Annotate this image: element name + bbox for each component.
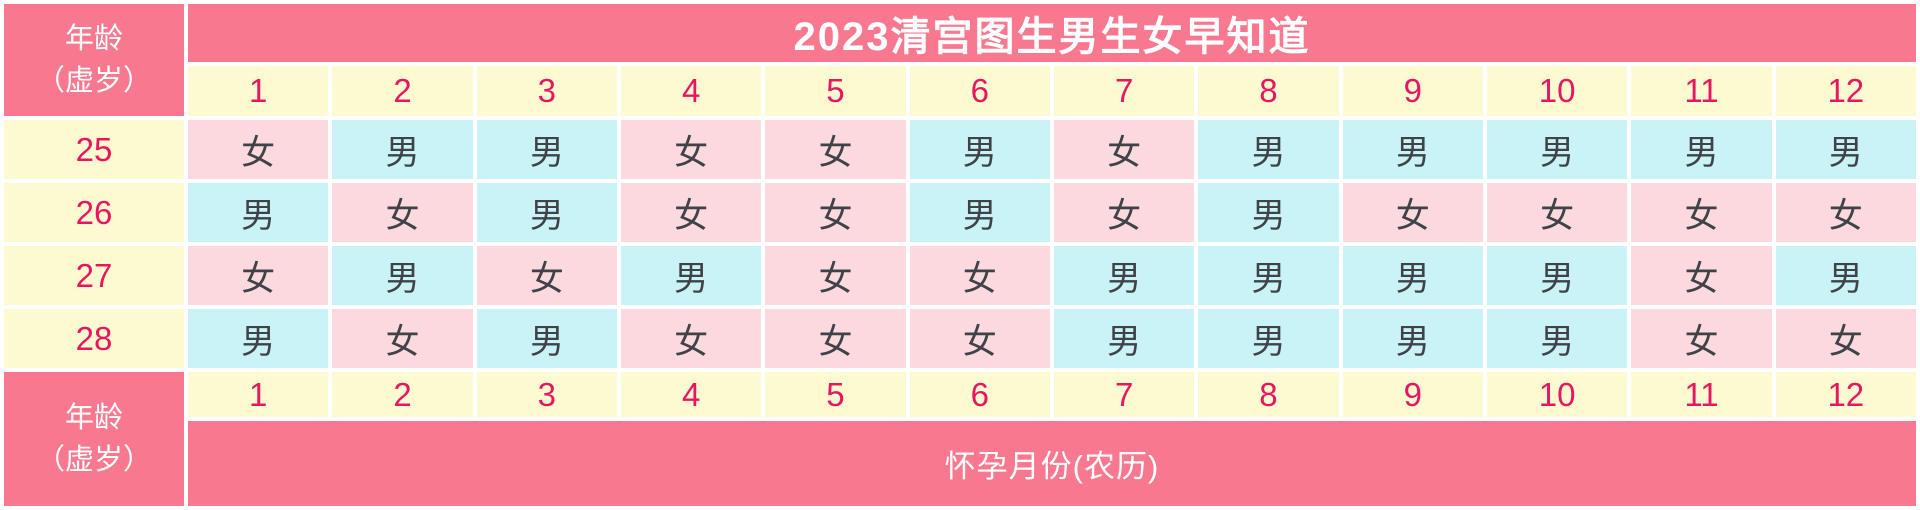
gender-cell-girl: 女 bbox=[1631, 246, 1772, 305]
gender-cell-boy: 男 bbox=[1053, 246, 1195, 305]
gender-cell-girl: 女 bbox=[332, 183, 473, 242]
gender-cell-girl: 女 bbox=[1775, 309, 1916, 368]
month-cell-top: 6 bbox=[909, 66, 1050, 116]
gender-cell-boy: 男 bbox=[1342, 309, 1483, 368]
month-cell-bottom: 7 bbox=[1053, 372, 1195, 417]
month-cell-top: 3 bbox=[476, 66, 617, 116]
gender-cell-boy: 男 bbox=[1198, 246, 1339, 305]
month-cell-top: 10 bbox=[1486, 66, 1628, 116]
gender-cell-girl: 女 bbox=[765, 246, 906, 305]
gender-cell-girl: 女 bbox=[1775, 183, 1916, 242]
gender-cell-girl: 女 bbox=[765, 183, 906, 242]
gender-cell-girl: 女 bbox=[620, 309, 762, 368]
age-corner-header-top: 年龄 （虚岁） bbox=[4, 4, 184, 116]
gender-cell-girl: 女 bbox=[1342, 183, 1483, 242]
gender-cell-boy: 男 bbox=[1053, 309, 1195, 368]
month-cell-top: 1 bbox=[188, 66, 329, 116]
gender-cell-boy: 男 bbox=[1486, 309, 1628, 368]
month-cell-top: 9 bbox=[1342, 66, 1483, 116]
month-cell-top: 7 bbox=[1053, 66, 1195, 116]
month-header-row-top: 1 2 3 4 5 6 7 8 9 10 11 12 bbox=[4, 66, 1916, 116]
gender-cell-boy: 男 bbox=[188, 183, 329, 242]
month-header-row-bottom: 年龄 （虚岁） 1 2 3 4 5 6 7 8 9 10 11 12 bbox=[4, 372, 1916, 506]
month-cell-top: 2 bbox=[332, 66, 473, 116]
gender-cell-girl: 女 bbox=[332, 309, 473, 368]
gender-cell-boy: 男 bbox=[1486, 120, 1628, 179]
gender-cell-boy: 男 bbox=[332, 246, 473, 305]
gender-cell-girl: 女 bbox=[909, 309, 1050, 368]
month-cell-bottom: 3 bbox=[476, 372, 617, 417]
month-cell-bottom: 5 bbox=[765, 372, 906, 417]
gender-cell-boy: 男 bbox=[188, 309, 329, 368]
gender-cell-boy: 男 bbox=[332, 120, 473, 179]
gender-cell-boy: 男 bbox=[909, 183, 1050, 242]
pregnancy-month-label: 怀孕月份(农历) bbox=[188, 421, 1916, 506]
age-corner-header-bottom: 年龄 （虚岁） bbox=[4, 372, 184, 506]
gender-cell-girl: 女 bbox=[476, 246, 617, 305]
gender-cell-girl: 女 bbox=[765, 309, 906, 368]
gender-cell-boy: 男 bbox=[1775, 120, 1916, 179]
gender-cell-boy: 男 bbox=[1486, 246, 1628, 305]
age-row-26: 26 男女男女女男女男女女女女 bbox=[4, 183, 1916, 242]
age-row-25: 25 女男男女女男女男男男男男 bbox=[4, 120, 1916, 179]
month-cell-bottom: 1 bbox=[188, 372, 329, 417]
gender-cell-boy: 男 bbox=[1342, 246, 1483, 305]
gender-cell-girl: 女 bbox=[620, 183, 762, 242]
age-cell: 26 bbox=[4, 183, 184, 242]
gender-cell-boy: 男 bbox=[1631, 120, 1772, 179]
age-row-28: 28 男女男女女女男男男男女女 bbox=[4, 309, 1916, 368]
age-corner-line2: （虚岁） bbox=[35, 444, 152, 476]
age-corner-line1: 年龄 bbox=[64, 401, 123, 434]
gender-cell-girl: 女 bbox=[765, 120, 906, 179]
age-cell: 25 bbox=[4, 120, 184, 179]
month-cell-bottom: 10 bbox=[1486, 372, 1628, 417]
gender-cell-boy: 男 bbox=[476, 183, 617, 242]
month-cell-bottom: 11 bbox=[1631, 372, 1772, 417]
age-cell: 27 bbox=[4, 246, 184, 305]
gender-cell-boy: 男 bbox=[620, 246, 762, 305]
month-cell-top: 11 bbox=[1631, 66, 1772, 116]
month-cell-bottom: 12 bbox=[1775, 372, 1916, 417]
gender-cell-boy: 男 bbox=[1198, 309, 1339, 368]
month-cell-bottom: 2 bbox=[332, 372, 473, 417]
month-cell-bottom: 9 bbox=[1342, 372, 1483, 417]
month-cell-top: 12 bbox=[1775, 66, 1916, 116]
gender-cell-boy: 男 bbox=[909, 120, 1050, 179]
gender-cell-boy: 男 bbox=[1198, 183, 1339, 242]
month-cell-bottom: 8 bbox=[1198, 372, 1339, 417]
age-corner-line2: （虚岁） bbox=[35, 65, 152, 97]
month-cell-bottom: 6 bbox=[909, 372, 1050, 417]
gender-cell-boy: 男 bbox=[476, 120, 617, 179]
chart-title: 2023清宫图生男生女早知道 bbox=[188, 4, 1916, 62]
month-cell-top: 5 bbox=[765, 66, 906, 116]
gender-cell-girl: 女 bbox=[188, 120, 329, 179]
gender-cell-boy: 男 bbox=[1342, 120, 1483, 179]
month-cell-bottom: 4 bbox=[620, 372, 762, 417]
gender-cell-girl: 女 bbox=[1631, 183, 1772, 242]
month-cell-top: 4 bbox=[620, 66, 762, 116]
gender-cell-girl: 女 bbox=[188, 246, 329, 305]
gender-cell-girl: 女 bbox=[620, 120, 762, 179]
gender-cell-girl: 女 bbox=[909, 246, 1050, 305]
gender-cell-girl: 女 bbox=[1486, 183, 1628, 242]
gender-cell-girl: 女 bbox=[1631, 309, 1772, 368]
gender-cell-girl: 女 bbox=[1053, 183, 1195, 242]
age-corner-line1: 年龄 bbox=[64, 22, 123, 55]
age-row-27: 27 女男女男女女男男男男女男 bbox=[4, 246, 1916, 305]
gender-cell-boy: 男 bbox=[1198, 120, 1339, 179]
age-cell: 28 bbox=[4, 309, 184, 368]
gender-cell-girl: 女 bbox=[1053, 120, 1195, 179]
gender-cell-boy: 男 bbox=[1775, 246, 1916, 305]
gender-cell-boy: 男 bbox=[476, 309, 617, 368]
title-row: 年龄 （虚岁） 2023清宫图生男生女早知道 bbox=[4, 4, 1916, 116]
footer-row: 怀孕月份(农历) bbox=[4, 421, 1916, 506]
month-cell-top: 8 bbox=[1198, 66, 1339, 116]
